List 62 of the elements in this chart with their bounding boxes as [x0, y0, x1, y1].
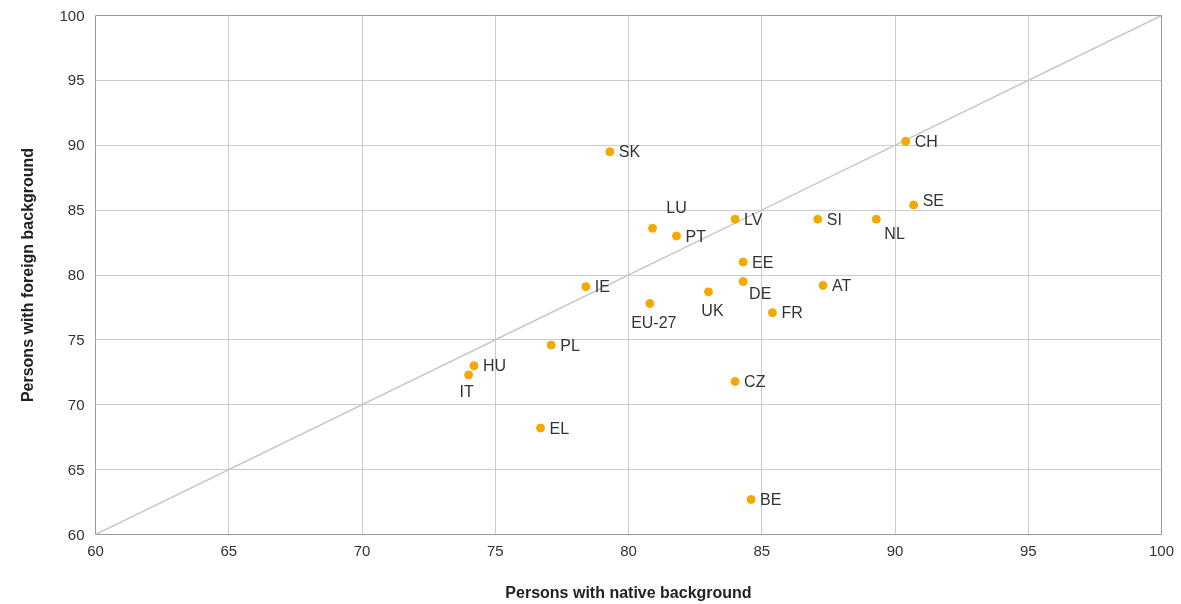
annotation: EE	[752, 253, 774, 271]
annotation: SK	[618, 143, 641, 161]
point	[703, 287, 713, 297]
annotation: CZ	[744, 372, 766, 390]
annotation: IT	[459, 382, 474, 400]
y-tick-label: 65	[67, 460, 85, 478]
point	[546, 340, 556, 350]
point	[901, 136, 911, 146]
y-tick-label: 90	[67, 136, 85, 154]
y-tick-label: 85	[67, 201, 85, 219]
point	[645, 299, 655, 309]
point	[605, 147, 615, 157]
point	[767, 308, 777, 318]
point	[730, 214, 740, 224]
x-tick-label: 70	[353, 541, 371, 559]
point	[671, 231, 681, 241]
point	[909, 200, 919, 210]
annotation: BE	[760, 490, 782, 508]
annotation: IE	[594, 278, 610, 296]
annotation: FR	[781, 304, 803, 322]
annotation: PT	[685, 227, 707, 245]
point	[818, 280, 828, 290]
x-tick-label: 65	[220, 541, 238, 559]
y-tick-label: 95	[67, 71, 85, 89]
point	[730, 376, 740, 386]
annotation: UK	[701, 301, 724, 319]
point	[647, 223, 657, 233]
x-tick-label: 85	[753, 541, 771, 559]
point	[581, 282, 591, 292]
y-tick-label: 60	[67, 525, 85, 543]
point	[871, 214, 881, 224]
annotation: NL	[884, 225, 905, 243]
x-tick-label: 80	[620, 541, 637, 559]
y-tick-label: 75	[67, 330, 85, 348]
annotation: DE	[749, 285, 772, 303]
annotation: HU	[482, 357, 507, 375]
point	[813, 214, 823, 224]
annotation: PL	[560, 336, 580, 354]
annotation: AT	[832, 276, 852, 294]
annotation: SI	[826, 210, 842, 228]
x-tick-label: 75	[486, 541, 504, 559]
point	[464, 370, 474, 380]
annotation: SE	[922, 192, 944, 210]
x-tick-label: 95	[1019, 541, 1037, 559]
point	[738, 277, 748, 286]
x-tick-label: 100	[1148, 541, 1175, 559]
annotation: EL	[549, 419, 570, 437]
annotation: EU-27	[631, 313, 677, 331]
y-tick-label: 70	[67, 395, 85, 413]
x-axis-title: Persons with native background	[505, 583, 752, 601]
point	[536, 423, 546, 433]
x-tick-label: 90	[886, 541, 904, 559]
annotation: LV	[744, 210, 763, 228]
point	[738, 257, 748, 267]
annotation: CH	[914, 132, 938, 150]
y-tick-label: 80	[67, 266, 85, 283]
x-tick-label: 60	[87, 541, 104, 559]
y-axis-title: Persons with foreign background	[19, 147, 37, 403]
point	[469, 361, 479, 371]
point	[746, 494, 756, 504]
annotation: LU	[666, 199, 687, 217]
y-tick-label: 100	[59, 6, 85, 24]
